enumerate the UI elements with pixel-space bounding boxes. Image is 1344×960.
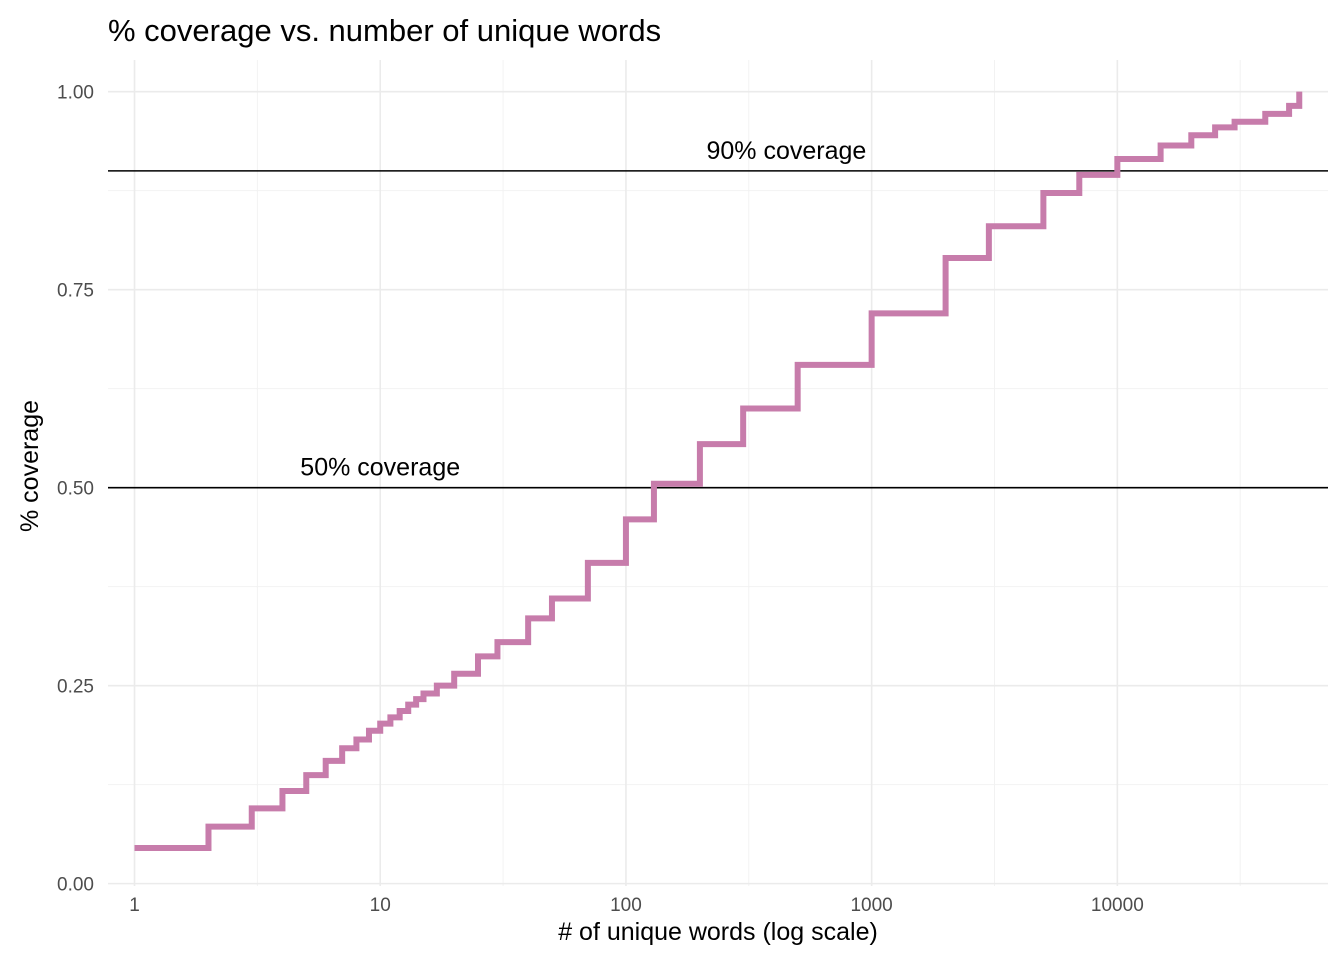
- y-tick-label: 0.00: [57, 875, 94, 896]
- y-tick-label: 1.00: [57, 83, 94, 104]
- x-tick-label: 1000: [850, 895, 892, 916]
- reference-line-label: 90% coverage: [707, 137, 867, 165]
- x-tick-label: 10: [370, 895, 391, 916]
- reference-lines: 50% coverage 90% coverage: [108, 137, 1328, 489]
- coverage-series-line: [134, 91, 1303, 851]
- y-axis-label: % coverage: [16, 400, 44, 532]
- y-tick-label: 0.50: [57, 479, 94, 500]
- series-layer: [134, 91, 1303, 851]
- x-axis-label: # of unique words (log scale): [558, 918, 878, 946]
- grid-layer: [108, 60, 1328, 886]
- reference-line-label: 50% coverage: [300, 454, 460, 482]
- y-tick-label: 0.75: [57, 281, 94, 302]
- x-tick-label: 10000: [1091, 895, 1144, 916]
- x-tick-label: 100: [610, 895, 642, 916]
- tick-labels: 1 10 100 1000 10000 0.00 0.25 0.50 0.75 1.00: [57, 83, 1144, 916]
- x-tick-label: 1: [129, 895, 140, 916]
- chart-title: % coverage vs. number of unique words: [108, 13, 661, 48]
- y-tick-label: 0.25: [57, 677, 94, 698]
